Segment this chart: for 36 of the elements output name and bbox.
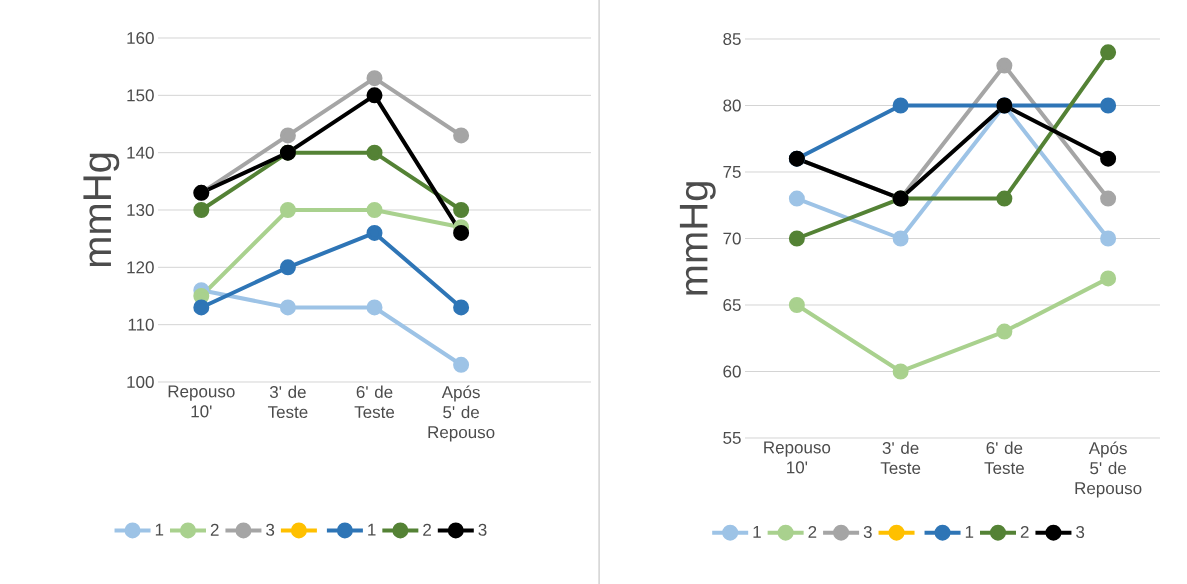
y-tick-label: 65: [723, 298, 741, 312]
y-tick-label: 150: [127, 89, 154, 102]
legend-label: 1: [753, 526, 761, 538]
x-tick-label: Repouso 10': [168, 385, 235, 418]
x-tick-label: 3' de Teste: [267, 385, 308, 419]
legend-label: 2: [210, 523, 219, 536]
y-axis-title: mmHg: [679, 182, 716, 295]
y-axis-title: mmHg: [83, 153, 120, 267]
legend-label: 3: [863, 525, 872, 539]
x-tick-label: Repouso 10': [764, 441, 831, 474]
legend-label: 3: [266, 523, 275, 536]
legend-label: 1: [368, 523, 376, 536]
x-tick-label: Após 5' de Repouso: [1075, 441, 1142, 498]
legend-label: 2: [1020, 525, 1029, 538]
y-tick-label: 100: [127, 375, 154, 389]
x-tick-label: 3' de Teste: [880, 441, 921, 475]
legend-label: 3: [478, 523, 487, 536]
y-tick-label: 130: [127, 203, 154, 217]
y-tick-label: 60: [723, 365, 741, 378]
y-tick-label: 55: [723, 432, 741, 444]
y-tick-label: 70: [723, 232, 741, 245]
y-tick-label: 80: [723, 99, 741, 112]
legend-label: 3: [1076, 525, 1085, 539]
legend-label: 1: [965, 526, 974, 538]
y-tick-label: 120: [127, 261, 154, 274]
x-tick-label: 6' de Teste: [354, 385, 395, 419]
x-tick-label: Após 5' de Repouso: [428, 385, 495, 442]
x-tick-label: 6' de Teste: [984, 441, 1024, 475]
y-tick-label: 140: [127, 146, 154, 159]
y-tick-label: 85: [723, 32, 741, 46]
y-tick-label: 75: [723, 166, 741, 178]
y-tick-label: 110: [128, 318, 154, 331]
legend-label: 2: [808, 525, 817, 538]
y-tick-label: 160: [127, 31, 154, 45]
legend-label: 2: [423, 523, 431, 536]
legend-label: 1: [155, 523, 164, 536]
